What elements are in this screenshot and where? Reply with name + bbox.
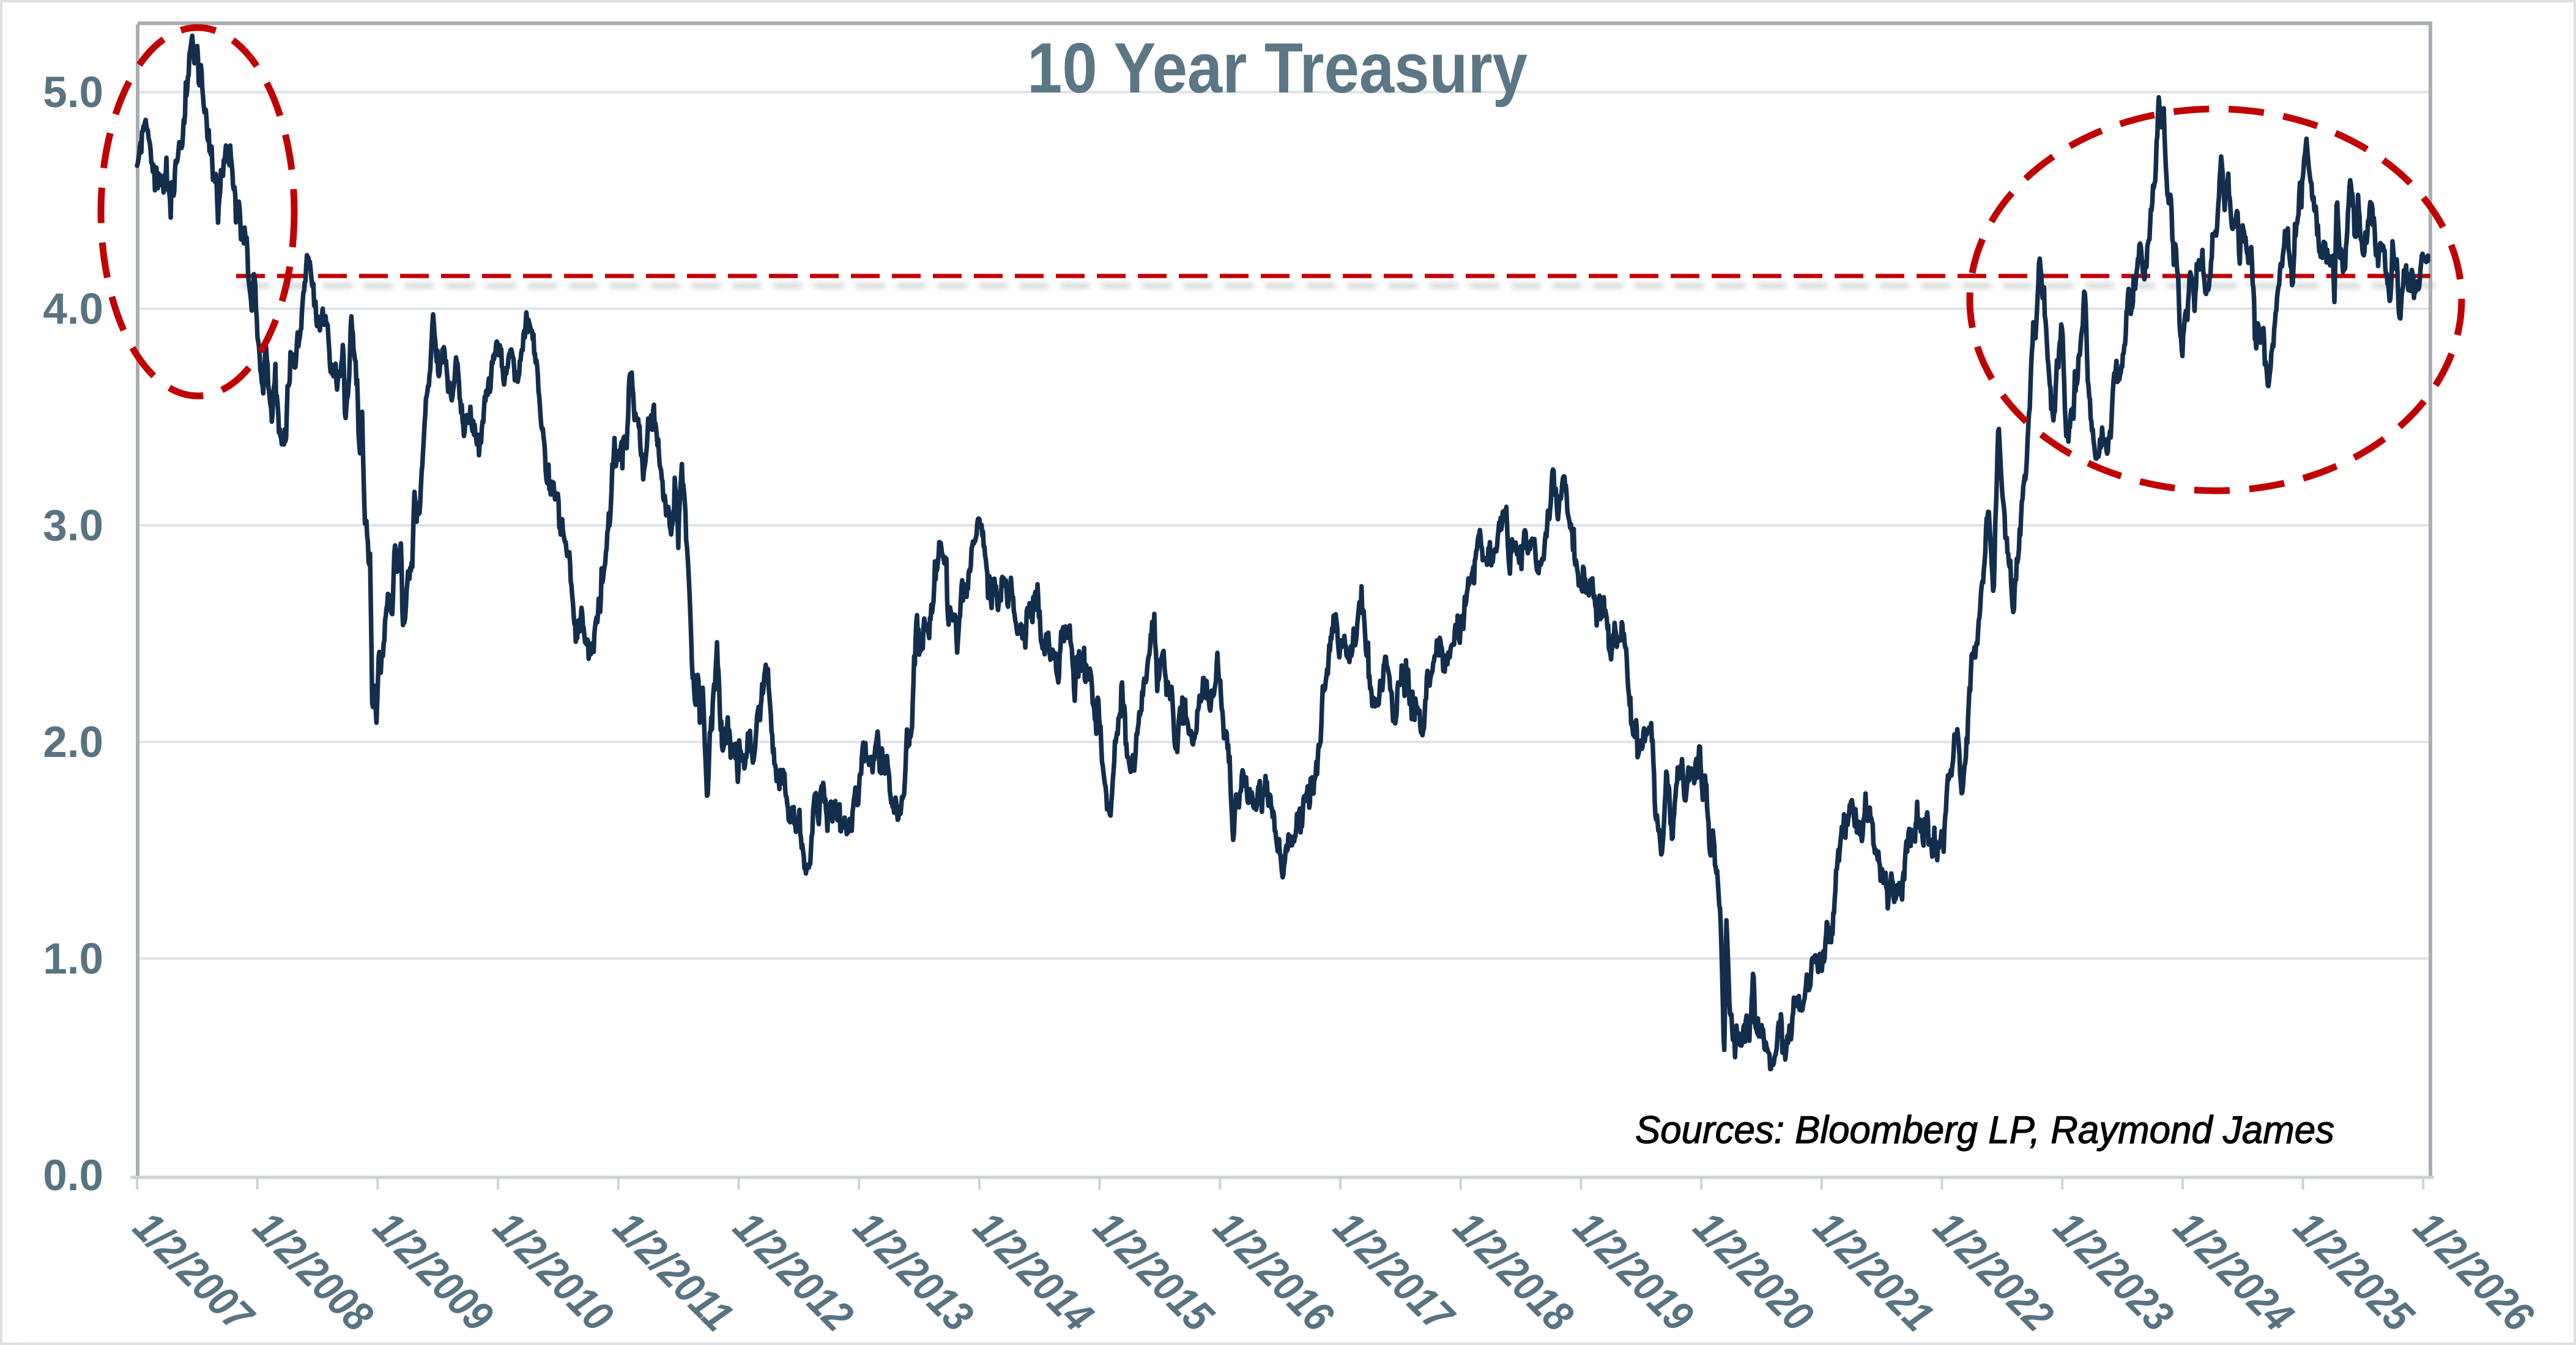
svg-text:1/2/2012: 1/2/2012 [724,1202,863,1341]
svg-text:4.0: 4.0 [43,285,103,333]
svg-text:Sources: Bloomberg LP, Raymond: Sources: Bloomberg LP, Raymond James [1635,1109,2334,1152]
svg-text:1/2/2019: 1/2/2019 [1564,1202,1702,1341]
svg-text:1/2/2025: 1/2/2025 [2284,1202,2422,1341]
svg-text:1/2/2015: 1/2/2015 [1084,1202,1222,1341]
svg-text:1/2/2022: 1/2/2022 [1925,1202,2063,1341]
svg-text:1/2/2010: 1/2/2010 [484,1202,622,1341]
svg-text:1/2/2026: 1/2/2026 [2404,1202,2542,1341]
svg-text:1/2/2017: 1/2/2017 [1324,1202,1464,1342]
svg-text:3.0: 3.0 [43,502,103,550]
svg-text:1/2/2007: 1/2/2007 [124,1202,264,1342]
svg-text:1/2/2020: 1/2/2020 [1684,1202,1822,1341]
svg-text:0.0: 0.0 [43,1152,103,1200]
svg-text:1/2/2013: 1/2/2013 [844,1202,982,1341]
svg-text:1/2/2018: 1/2/2018 [1444,1202,1583,1341]
svg-text:1/2/2014: 1/2/2014 [964,1202,1102,1341]
svg-text:1/2/2016: 1/2/2016 [1204,1202,1342,1341]
svg-text:1/2/2023: 1/2/2023 [2044,1202,2183,1341]
svg-text:10 Year Treasury: 10 Year Treasury [1027,28,1527,108]
svg-text:1/2/2008: 1/2/2008 [244,1202,382,1341]
svg-text:1.0: 1.0 [43,935,103,983]
svg-text:1/2/2024: 1/2/2024 [2164,1202,2303,1341]
svg-text:1/2/2021: 1/2/2021 [1804,1202,1942,1341]
svg-text:5.0: 5.0 [43,69,103,117]
svg-text:2.0: 2.0 [43,718,103,767]
svg-text:1/2/2009: 1/2/2009 [364,1202,502,1341]
svg-text:1/2/2011: 1/2/2011 [604,1202,742,1341]
